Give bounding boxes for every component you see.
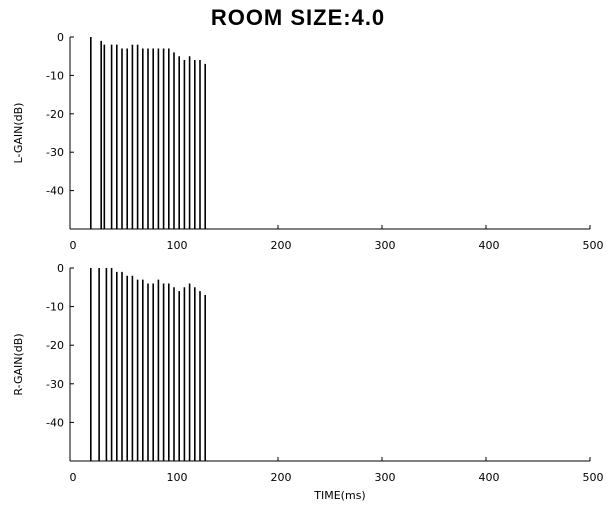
- l-gain-x-tick-label: 0: [70, 239, 77, 252]
- r-gain-y-axis-label: R-GAIN(dB): [12, 333, 25, 395]
- l-gain-x-tick-label: 400: [479, 239, 500, 252]
- r-gain-y-tick-label: -10: [46, 301, 64, 314]
- chart-title: ROOM SIZE:4.0: [211, 5, 385, 30]
- r-gain-x-tick-label: 200: [271, 471, 292, 484]
- r-gain-y-tick-label: 0: [57, 262, 64, 275]
- l-gain-y-tick-label: -20: [46, 108, 64, 121]
- r-gain-y-tick-label: -20: [46, 339, 64, 352]
- l-gain-y-tick-label: -10: [46, 69, 64, 82]
- x-axis-label: TIME(ms): [313, 489, 365, 502]
- r-gain-x-tick-label: 400: [479, 471, 500, 484]
- l-gain-x-tick-label: 300: [375, 239, 396, 252]
- l-gain-x-tick-label: 100: [167, 239, 188, 252]
- l-gain-panel: 0 -10 -20 -30 -40 0 100 200 300 400 500 L-GAIN(dB): [12, 31, 604, 252]
- r-gain-y-tick-label: -30: [46, 378, 64, 391]
- r-gain-panel: 0 -10 -20 -30 -40 0 100 200 300 400 500 R-GAIN(dB): [12, 262, 604, 484]
- r-gain-y-tick-label: -40: [46, 416, 64, 429]
- l-gain-x-tick-label: 500: [583, 239, 604, 252]
- l-gain-y-axis-label: L-GAIN(dB): [12, 103, 25, 164]
- l-gain-y-tick-label: 0: [57, 31, 64, 44]
- r-gain-x-tick-label: 300: [375, 471, 396, 484]
- l-gain-y-tick-label: -30: [46, 146, 64, 159]
- l-gain-x-tick-label: 200: [271, 239, 292, 252]
- r-gain-x-tick-label: 100: [167, 471, 188, 484]
- r-gain-x-tick-label: 500: [583, 471, 604, 484]
- r-gain-x-tick-label: 0: [70, 471, 77, 484]
- l-gain-y-tick-label: -40: [46, 185, 64, 198]
